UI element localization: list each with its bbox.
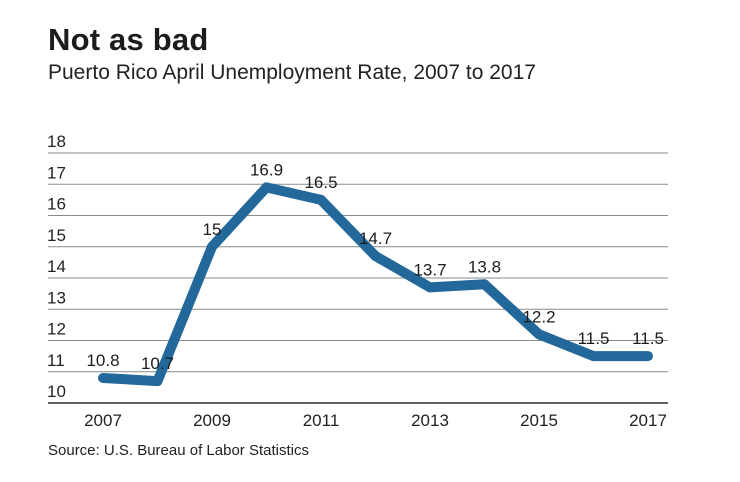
data-label-2017: 11.5 xyxy=(632,329,664,348)
y-tick-label: 15 xyxy=(47,226,66,245)
y-tick-label: 14 xyxy=(47,257,66,276)
data-label-2008: 10.7 xyxy=(141,354,174,373)
data-label-2009: 15 xyxy=(203,220,222,239)
data-point-2009 xyxy=(207,241,217,252)
y-tick-label: 13 xyxy=(47,288,66,307)
y-tick-label: 18 xyxy=(47,132,66,151)
data-label-2015: 12.2 xyxy=(522,307,555,326)
data-label-2014: 13.8 xyxy=(468,257,501,276)
data-point-2007 xyxy=(98,373,108,383)
data-labels: 10.8 10.7 15 16.9 16.5 14.7 13.7 13.8 12.2 11.5 11… xyxy=(86,160,663,373)
x-tick-label: 2015 xyxy=(520,411,558,430)
data-label-2010: 16.9 xyxy=(250,160,283,179)
data-point-2017 xyxy=(643,351,653,362)
x-axis-ticks: 2007 2009 2011 2013 2015 2017 xyxy=(84,411,667,430)
data-point-2012 xyxy=(370,251,381,262)
series-line xyxy=(102,182,648,387)
series-layer xyxy=(98,182,653,387)
chart-subtitle: Puerto Rico April Unemployment Rate, 200… xyxy=(48,61,536,84)
x-tick-label: 2011 xyxy=(303,411,340,430)
data-point-2016 xyxy=(588,351,599,362)
data-label-2013: 13.7 xyxy=(413,260,446,279)
x-tick-label: 2017 xyxy=(629,411,667,430)
y-tick-label: 11 xyxy=(47,351,65,370)
y-axis-ticks: 10 11 12 13 14 15 16 17 18 xyxy=(47,132,66,401)
data-point-2014 xyxy=(479,279,490,290)
data-point-2011 xyxy=(316,194,326,205)
y-tick-label: 12 xyxy=(47,320,66,339)
source-note: Source: U.S. Bureau of Labor Statistics xyxy=(48,442,309,459)
data-label-2007: 10.8 xyxy=(86,351,119,370)
gridlines xyxy=(48,152,668,404)
y-tick-label: 10 xyxy=(47,382,66,401)
data-point-2010 xyxy=(261,182,272,193)
x-tick-label: 2007 xyxy=(84,411,122,430)
y-tick-label: 16 xyxy=(47,195,66,214)
data-point-2008 xyxy=(152,376,163,387)
data-label-2016: 11.5 xyxy=(578,329,610,348)
data-point-2015 xyxy=(534,329,544,340)
x-tick-label: 2009 xyxy=(193,411,231,430)
y-tick-label: 17 xyxy=(47,163,66,182)
data-point-2013 xyxy=(425,282,435,293)
data-label-2012: 14.7 xyxy=(359,229,392,248)
x-tick-label: 2013 xyxy=(411,411,449,430)
chart-title: Not as bad xyxy=(48,22,209,57)
data-label-2011: 16.5 xyxy=(304,173,337,192)
